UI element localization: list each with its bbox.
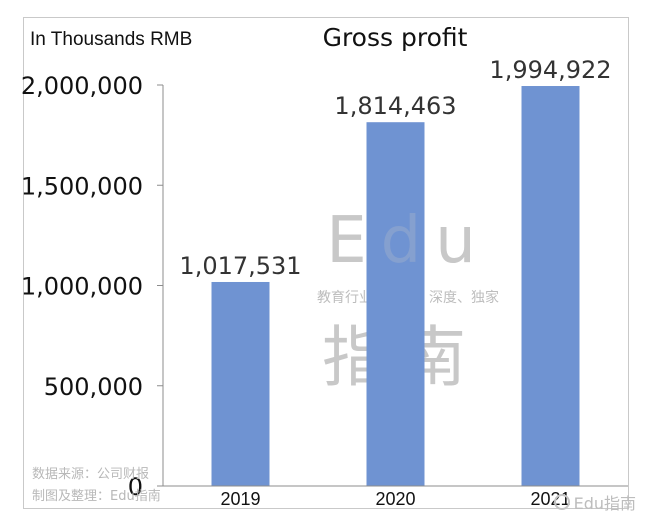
y-tick-label: 2,000,000 — [21, 72, 143, 100]
chart-frame — [23, 17, 629, 509]
y-tick-label: 500,000 — [44, 373, 143, 401]
y-tick-label: 0 — [128, 473, 143, 501]
y-tick-label: 1,000,000 — [21, 273, 143, 301]
x-label-layer: 2019 2020 2021 — [220, 489, 570, 509]
wechat-icon — [553, 494, 570, 510]
chart-title: Gross profit — [323, 23, 468, 52]
bars-layer — [211, 86, 580, 487]
x-tick-label: 2019 — [220, 489, 260, 509]
watermark-logo: Edu指南 — [553, 490, 636, 514]
data-label: 1,017,531 — [179, 252, 301, 280]
watermark-brand-top: Edu — [326, 204, 490, 278]
data-label: 1,814,463 — [334, 92, 456, 120]
data-label: 1,994,922 — [489, 56, 611, 84]
watermark-overlay: Edu — [326, 204, 490, 278]
unit-label: In Thousands RMB — [30, 29, 193, 50]
x-tick-label: 2020 — [375, 489, 415, 509]
y-tick-layer: 0 500,000 1,000,000 1,500,000 2,000,000 — [21, 72, 163, 501]
bar — [211, 281, 270, 486]
y-tick-label: 1,500,000 — [21, 172, 143, 200]
bar — [366, 122, 425, 486]
watermark-source-line2: 制图及整理：Edu指南 — [32, 489, 161, 504]
bar — [521, 86, 580, 487]
value-label-layer: 1,017,531 1,814,463 1,994,922 — [179, 56, 611, 280]
watermark-source-line1: 数据来源：公司财报 — [32, 467, 150, 482]
watermark-logo-text: Edu指南 — [573, 494, 636, 513]
